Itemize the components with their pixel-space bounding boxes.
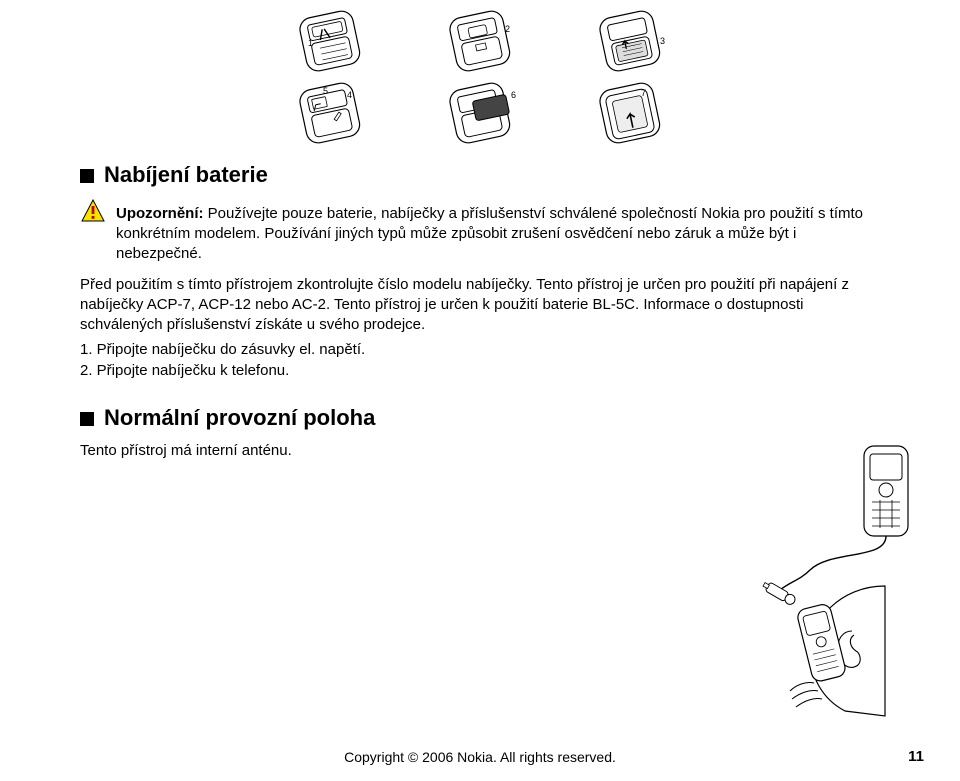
ear-illustration (770, 581, 900, 721)
section-title: Normální provozní poloha (104, 405, 375, 431)
battery-diagrams: 1 2 (80, 10, 880, 146)
phone-figure-3: 3 (585, 10, 675, 74)
step-1: 1. Připojte nabíječku do zásuvky el. nap… (80, 341, 880, 358)
step-2: 2. Připojte nabíječku k telefonu. (80, 362, 880, 379)
section-title: Nabíjení baterie (104, 162, 268, 188)
fig-label: 3 (660, 36, 665, 46)
page-number: 11 (908, 748, 924, 765)
warning-block: Upozornění: Používejte pouze baterie, na… (80, 198, 880, 269)
warning-label: Upozornění: (116, 205, 204, 222)
fig-label: 2 (505, 24, 510, 34)
fig-label: 7 (641, 88, 646, 98)
warning-body: Používejte pouze baterie, nabíječky a př… (116, 205, 863, 262)
document-page: 1 2 (0, 0, 960, 781)
fig-label: 5 (323, 86, 328, 96)
phone-figure-7: 7 (585, 82, 675, 146)
phone-figure-45: 5 4 (285, 82, 375, 146)
warning-text: Upozornění: Používejte pouze baterie, na… (116, 204, 880, 263)
charging-paragraph: Před použitím s tímto přístrojem zkontro… (80, 275, 880, 334)
diagram-row-2: 5 4 6 (80, 82, 880, 146)
phone-figure-6: 6 (435, 82, 525, 146)
section-bullet-icon (80, 169, 94, 183)
section-heading-charging: Nabíjení baterie (80, 162, 880, 188)
fig-label: 6 (511, 90, 516, 100)
diagram-row-1: 1 2 (80, 10, 880, 74)
phone-figure-1: 1 (285, 10, 375, 74)
section-bullet-icon (80, 412, 94, 426)
fig-label: 4 (347, 90, 352, 100)
fig-label: 1 (308, 38, 313, 48)
warning-icon (80, 198, 106, 224)
phone-figure-2: 2 (435, 10, 525, 74)
section-heading-position: Normální provozní poloha (80, 405, 880, 431)
copyright-footer: Copyright © 2006 Nokia. All rights reser… (0, 749, 960, 765)
